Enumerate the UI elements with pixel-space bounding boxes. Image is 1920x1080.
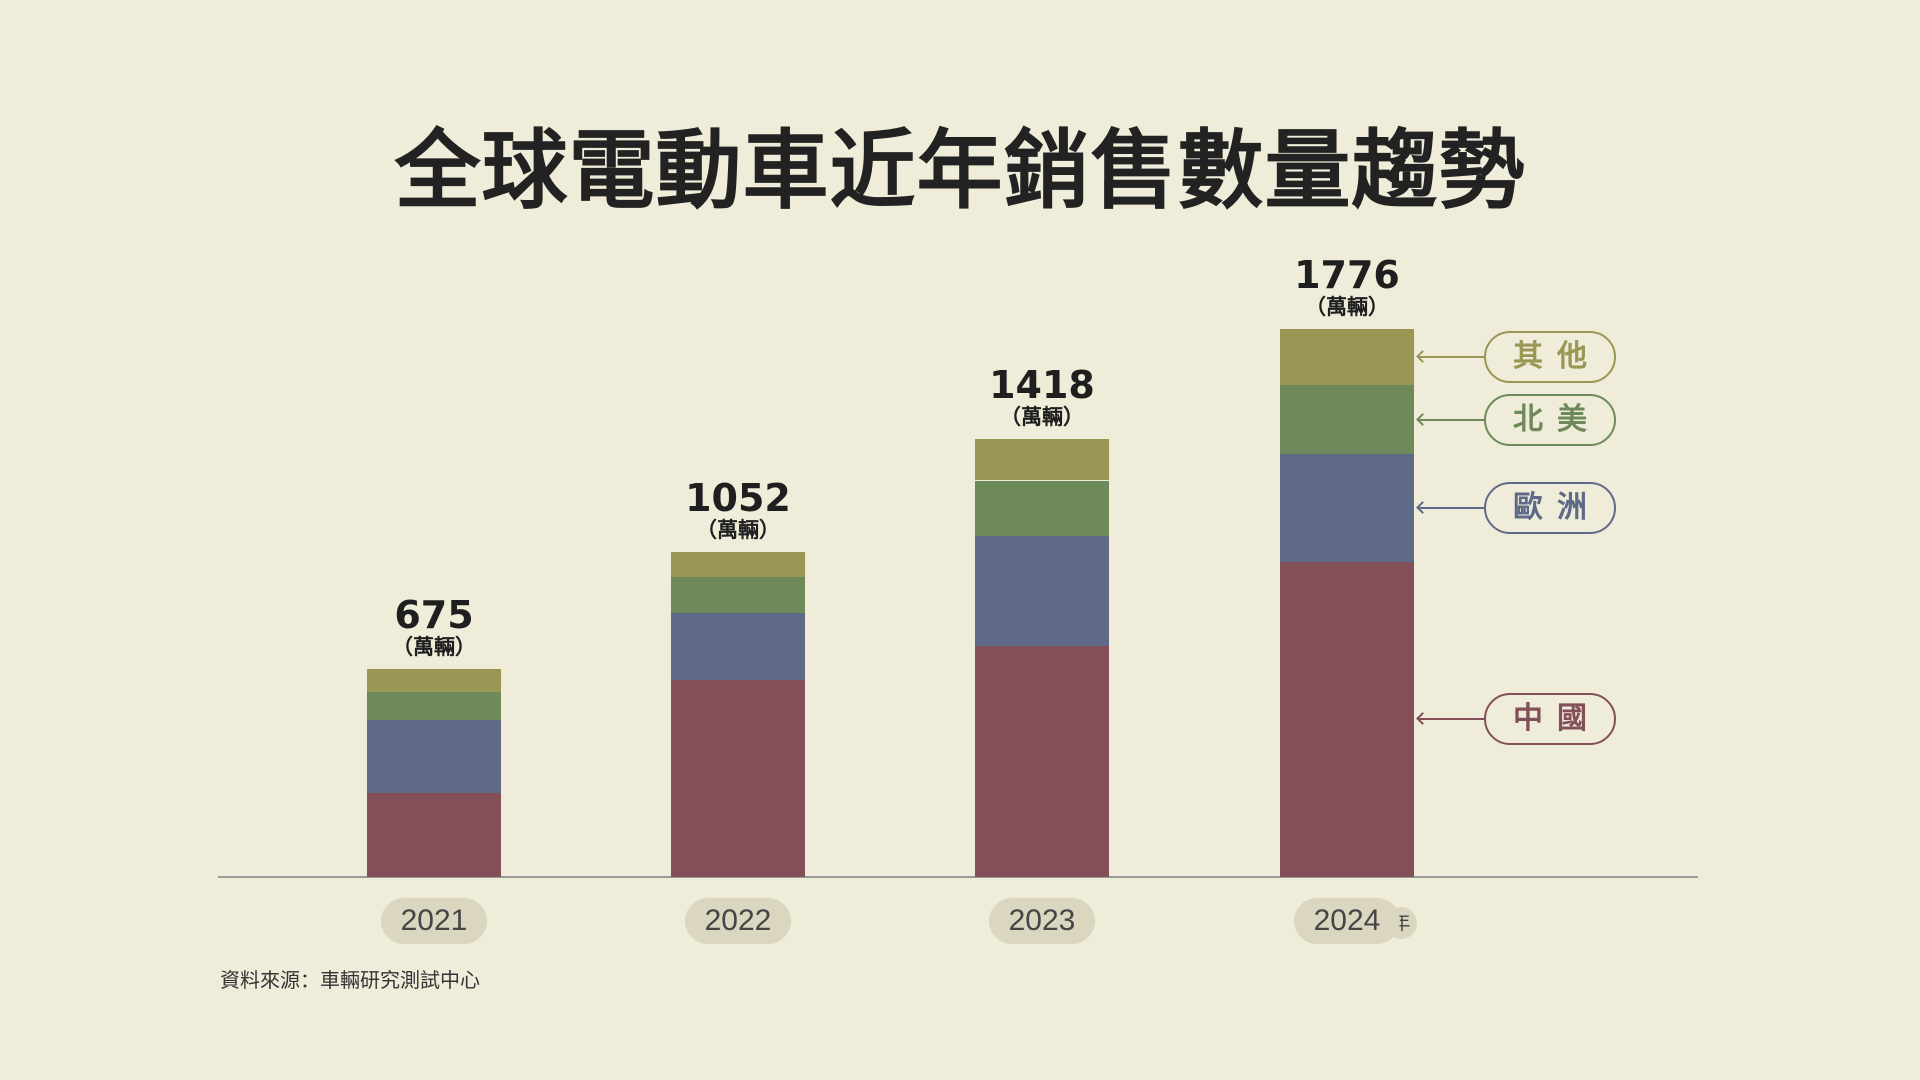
legend-item-1: 歐洲 xyxy=(1484,481,1616,534)
bar-segment-2021-3 xyxy=(367,668,501,693)
total-label-2022: 1052 （萬輛） xyxy=(638,478,838,542)
x-tick-2024: 2024 xyxy=(1294,898,1400,944)
bar-segment-2024-2 xyxy=(1280,385,1414,454)
chart-title: 全球電動車近年銷售數量趨勢 xyxy=(394,121,1526,221)
bar-segment-2023-3 xyxy=(975,439,1109,481)
x-tick-2022: 2022 xyxy=(685,898,791,944)
bar-segment-2024-1 xyxy=(1280,453,1414,562)
legend-item-0: 中國 xyxy=(1484,693,1616,746)
x-tick-2023: 2023 xyxy=(989,898,1095,944)
total-label-2023: 1418 （萬輛） xyxy=(942,365,1142,429)
source-note: 資料來源：車輛研究測試中心 xyxy=(220,968,480,992)
total-unit: （萬輛） xyxy=(392,634,476,659)
bar-segment-2023-2 xyxy=(975,480,1109,536)
legend-arrow-2 xyxy=(1418,418,1484,421)
total-unit: （萬輛） xyxy=(1000,405,1084,430)
bar-segment-2023-0 xyxy=(975,646,1109,877)
bar-segment-2022-3 xyxy=(671,552,805,578)
bar-segment-2022-1 xyxy=(671,612,805,680)
total-unit: （萬輛） xyxy=(696,518,780,543)
bar-segment-2021-0 xyxy=(367,793,501,877)
bar-segment-2022-2 xyxy=(671,577,805,613)
bar-segment-2024-0 xyxy=(1280,561,1414,877)
bar-segment-2021-1 xyxy=(367,719,501,794)
x-axis-line xyxy=(218,876,1698,878)
total-label-2021: 675 （萬輛） xyxy=(334,595,534,659)
total-label-2024: 1776 （萬輛） xyxy=(1247,255,1447,319)
bar-segment-2021-2 xyxy=(367,692,501,720)
total-value: 1418 xyxy=(989,363,1095,408)
x-tick-2021: 2021 xyxy=(381,898,487,944)
bar-segment-2024-3 xyxy=(1280,329,1414,386)
total-value: 675 xyxy=(394,592,474,637)
legend-arrow-0 xyxy=(1418,718,1484,721)
bar-segment-2023-1 xyxy=(975,535,1109,647)
total-value: 1052 xyxy=(685,476,791,521)
legend-arrow-3 xyxy=(1418,356,1484,359)
total-value: 1776 xyxy=(1294,253,1400,297)
bar-segment-2022-0 xyxy=(671,679,805,877)
legend-item-3: 其他 xyxy=(1484,331,1616,384)
legend-item-2: 北美 xyxy=(1484,393,1616,446)
legend-arrow-1 xyxy=(1418,506,1484,509)
total-unit: （萬輛） xyxy=(1305,295,1389,319)
